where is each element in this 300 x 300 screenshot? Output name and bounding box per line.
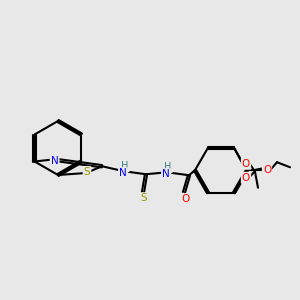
Text: S: S — [141, 193, 147, 203]
Text: N: N — [162, 169, 170, 179]
Text: S: S — [84, 167, 90, 177]
Text: O: O — [181, 194, 189, 204]
Text: O: O — [263, 165, 271, 175]
Text: H: H — [164, 162, 172, 172]
Text: N: N — [119, 168, 127, 178]
Text: O: O — [242, 173, 250, 183]
Text: O: O — [242, 159, 250, 169]
Text: H: H — [121, 161, 129, 171]
Text: N: N — [51, 155, 58, 166]
